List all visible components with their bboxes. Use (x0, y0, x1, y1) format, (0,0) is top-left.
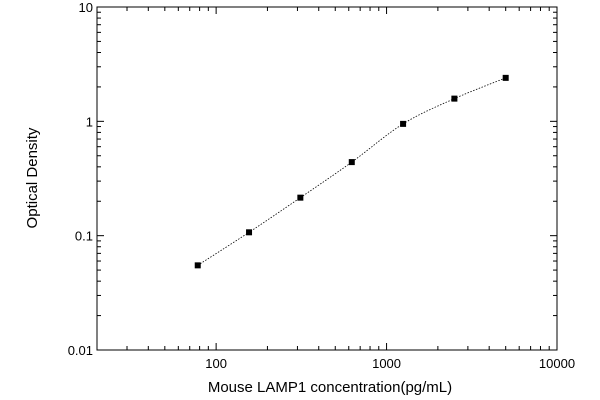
y-tick-label: 10 (79, 0, 93, 15)
plot-area (96, 6, 558, 351)
data-point (451, 95, 458, 102)
x-tick-label: 100 (205, 356, 227, 371)
fit-line (197, 77, 506, 266)
data-point (400, 120, 407, 127)
y-tick-label: 0.1 (75, 229, 93, 244)
y-tick-label: 1 (86, 114, 93, 129)
y-axis-title: Optical Density (24, 127, 41, 228)
data-point (194, 262, 201, 269)
plot-frame (96, 6, 558, 351)
data-point (246, 229, 253, 236)
y-tick-label: 0.01 (68, 343, 93, 358)
x-tick-label: 10000 (539, 356, 575, 371)
x-tick-label: 1000 (372, 356, 401, 371)
data-point (348, 159, 355, 166)
fit-curve (197, 77, 506, 266)
data-points (194, 74, 509, 269)
axes: 100 1000 10000 0.01 0.1 1 10 (68, 0, 575, 371)
data-point (297, 194, 304, 201)
data-point (502, 74, 509, 81)
x-axis-title: Mouse LAMP1 concentration(pg/mL) (208, 379, 452, 396)
